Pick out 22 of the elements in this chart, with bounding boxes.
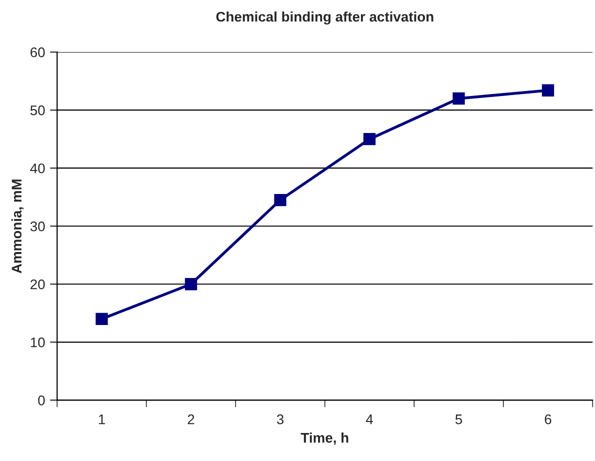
point (542, 84, 554, 96)
point (363, 133, 376, 146)
point (184, 278, 198, 290)
point (452, 92, 465, 105)
point (96, 312, 108, 326)
x-axis-title: Time, h (300, 432, 348, 445)
x-tick-label: 4 (366, 414, 373, 424)
y-axis-title: Ammonia, mM (11, 180, 24, 274)
x-tick-label: 2 (188, 414, 194, 424)
chart-title: Chemical binding after activation (216, 11, 434, 24)
y-tick-label: 60 (30, 47, 45, 58)
y-tick-label: 50 (30, 105, 45, 116)
x-tick-label: 6 (544, 414, 552, 424)
y-tick-label: 20 (30, 279, 45, 290)
x-tick-label: 3 (276, 414, 284, 424)
y-tick-label: 0 (38, 395, 45, 406)
x-tick-label: 1 (98, 414, 105, 424)
y-tick-label: 10 (30, 337, 45, 348)
y-tick-label: 40 (30, 163, 45, 174)
y-tick-label: 30 (30, 221, 45, 232)
x-tick-label: 5 (455, 414, 462, 424)
point (274, 194, 286, 206)
